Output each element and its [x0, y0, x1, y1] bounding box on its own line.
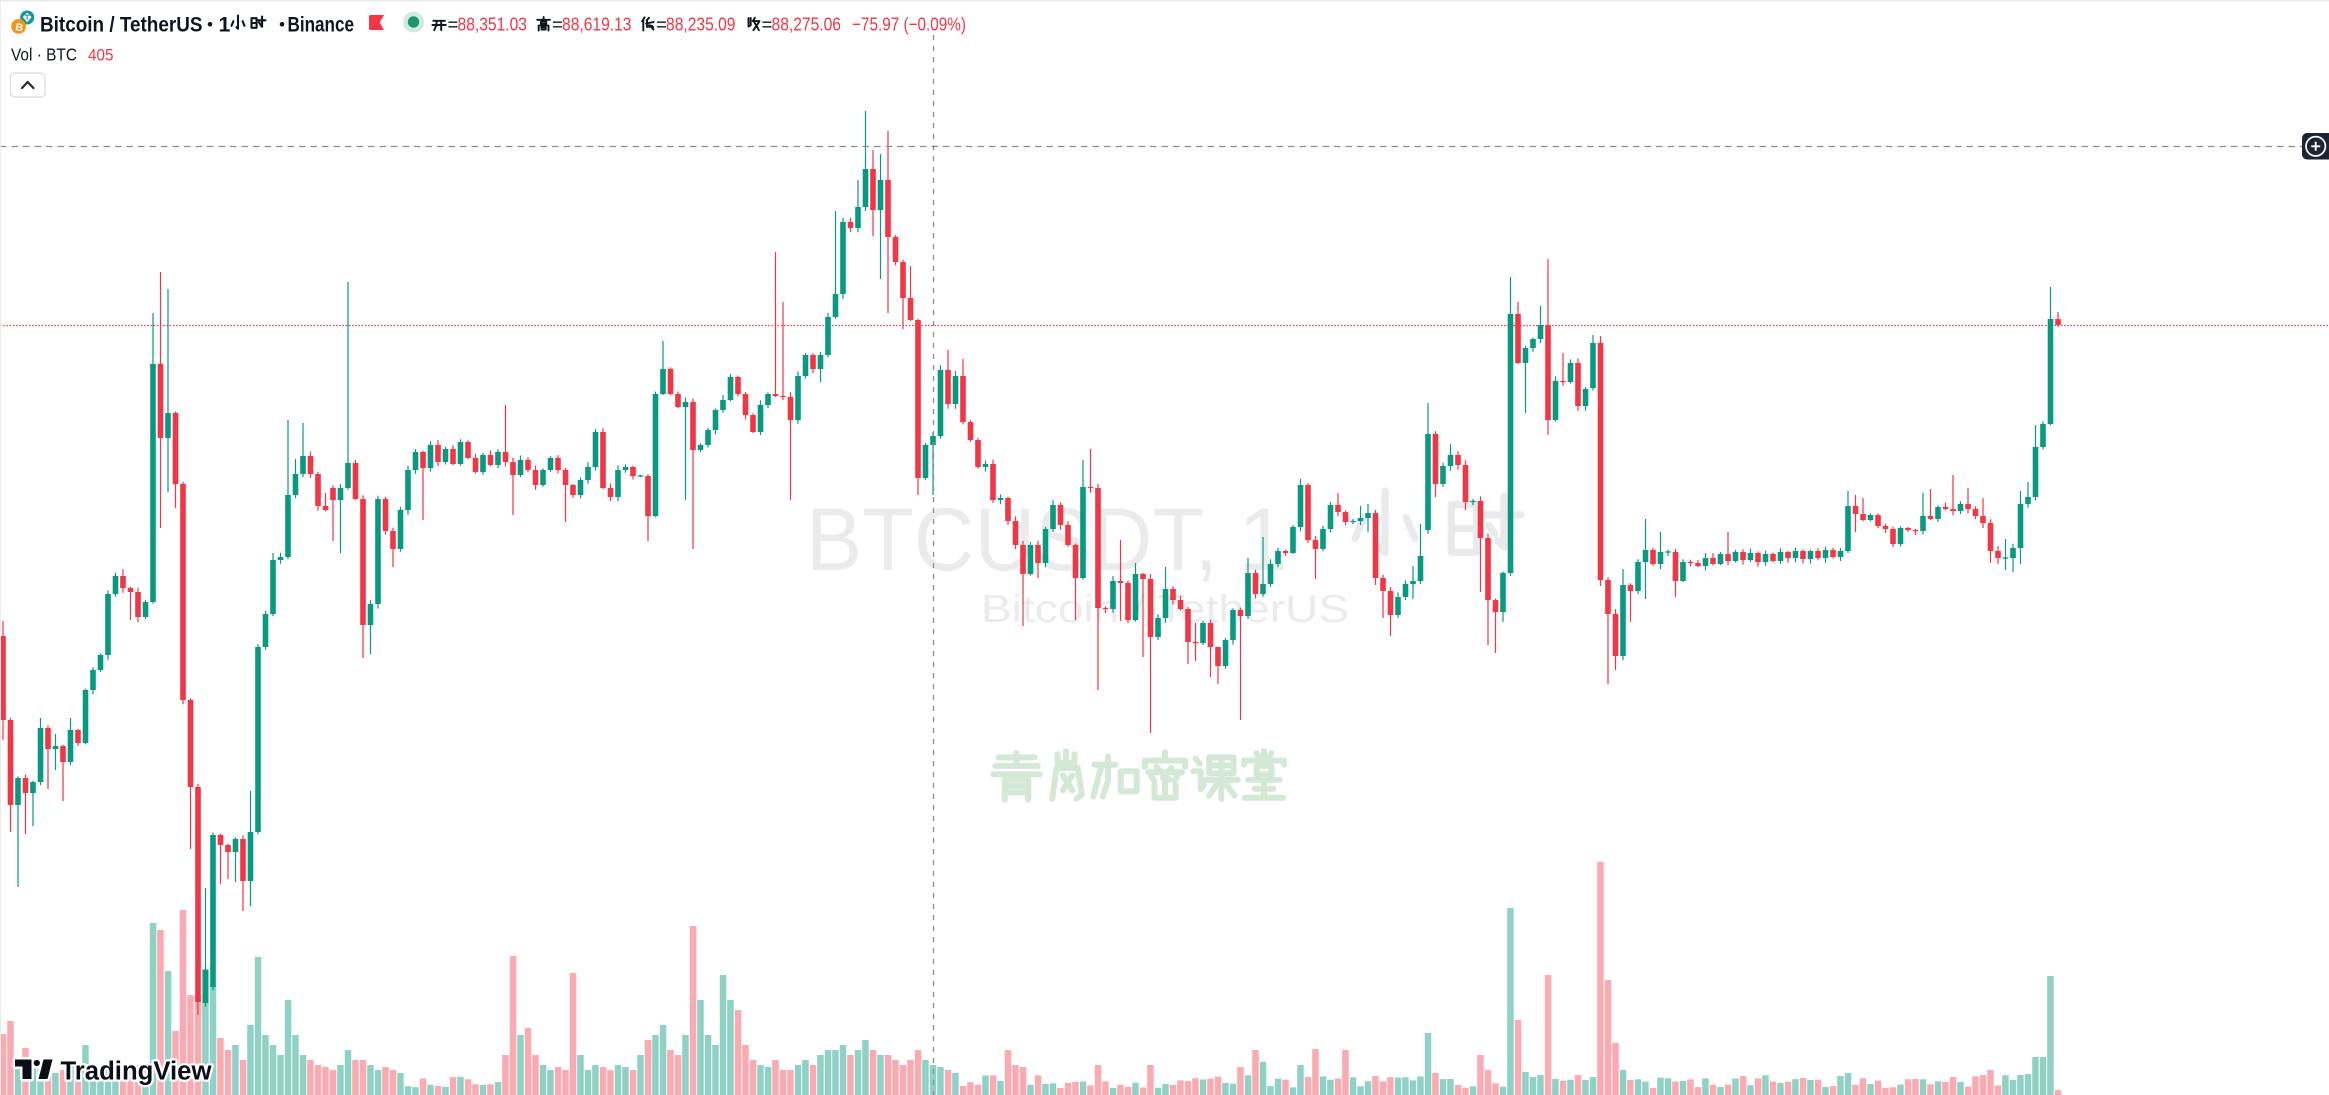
svg-text:Bitcoin / TetherUS: Bitcoin / TetherUS [40, 13, 203, 37]
svg-text:=: = [762, 13, 773, 34]
svg-text:88,275.06: 88,275.06 [772, 13, 842, 34]
svg-text:TradingView: TradingView [61, 1058, 212, 1086]
svg-text:=: = [448, 13, 459, 34]
svg-text:B: B [15, 21, 25, 34]
svg-text:=: = [552, 13, 563, 34]
svg-text:Binance: Binance [288, 13, 355, 37]
svg-text:=: = [656, 13, 667, 34]
svg-text:Vol · BTC: Vol · BTC [11, 45, 77, 65]
svg-text:BTCUSDT,: BTCUSDT, [806, 489, 1218, 589]
svg-text:88,235.09: 88,235.09 [666, 13, 736, 34]
svg-text:88,619.13: 88,619.13 [562, 13, 632, 34]
svg-text:405: 405 [88, 46, 114, 65]
svg-text:88,351.03: 88,351.03 [458, 13, 528, 34]
svg-text:−75.97 (−0.09%): −75.97 (−0.09%) [852, 13, 966, 34]
svg-text:TradingView: TradingView [61, 1058, 212, 1086]
svg-text:1: 1 [219, 13, 231, 37]
